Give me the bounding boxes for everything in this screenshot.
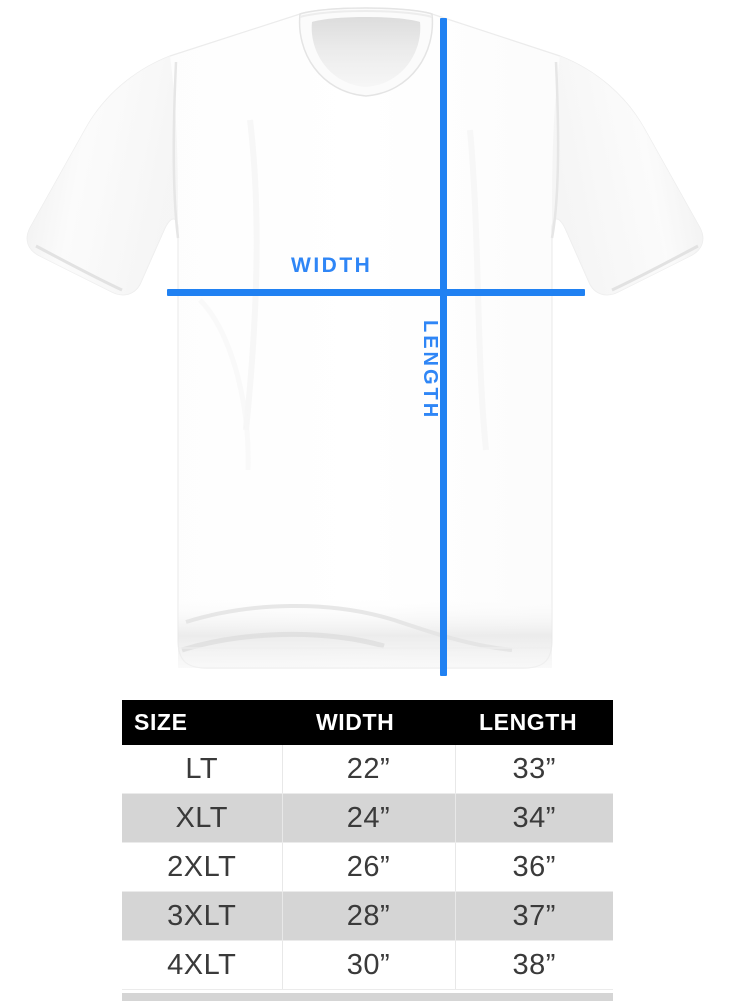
table-row: XLT 24” 34” [122,793,613,843]
cell-width: 24” [282,793,456,843]
hem-fold-1 [185,603,513,652]
table-body: LT 22” 33” XLT 24” 34” 2XLT 26” 36” 3XLT… [122,745,613,990]
cell-size: LT [122,745,283,794]
size-chart-table: SIZE WIDTH LENGTH LT 22” 33” XLT 24” 34”… [122,700,613,990]
table-next-row-clipped [122,993,613,1001]
hem-fold-2 [181,631,385,653]
length-measure-line [440,18,447,676]
cell-size: XLT [122,793,283,843]
column-header-length: LENGTH [455,700,613,745]
fabric-fold-1 [243,119,260,431]
tshirt-image [26,7,704,669]
sleeve-hem-left [35,244,123,292]
armhole-seam-left [172,61,180,239]
cell-length: 38” [455,940,613,990]
table-header: SIZE WIDTH LENGTH [122,700,613,745]
cell-size: 2XLT [122,842,283,892]
column-header-size: SIZE [122,700,282,745]
cell-length: 37” [455,891,613,941]
column-header-width: WIDTH [282,700,455,745]
sleeve-hem-right [611,244,699,292]
cell-length: 36” [455,842,613,892]
table-header-row: SIZE WIDTH LENGTH [122,700,613,745]
cell-size: 3XLT [122,891,283,941]
width-measure-label: WIDTH [291,254,373,277]
table-row: LT 22” 33” [122,745,613,794]
table-row: 3XLT 28” 37” [122,891,613,941]
shirt-sleeve-right [552,56,703,295]
cell-length: 34” [455,793,613,843]
cell-width: 22” [282,745,456,794]
hem-shadow [178,596,552,668]
table-row: 2XLT 26” 36” [122,842,613,892]
cell-width: 28” [282,891,456,941]
collar-top-seam [299,9,433,18]
cell-length: 33” [455,745,613,794]
collar-inner [311,17,421,87]
length-measure-label: LENGTH [419,320,441,421]
size-chart-table-wrap: SIZE WIDTH LENGTH LT 22” 33” XLT 24” 34”… [122,700,613,990]
cell-size: 4XLT [122,940,283,990]
shirt-sleeve-left [27,56,179,295]
fabric-fold-3 [198,298,251,471]
armhole-seam-right [550,61,560,239]
shirt-illustration-area: WIDTH LENGTH [26,7,704,676]
cell-width: 26” [282,842,456,892]
cell-width: 30” [282,940,456,990]
table-row: 4XLT 30” 38” [122,940,613,990]
width-measure-line [167,289,585,296]
